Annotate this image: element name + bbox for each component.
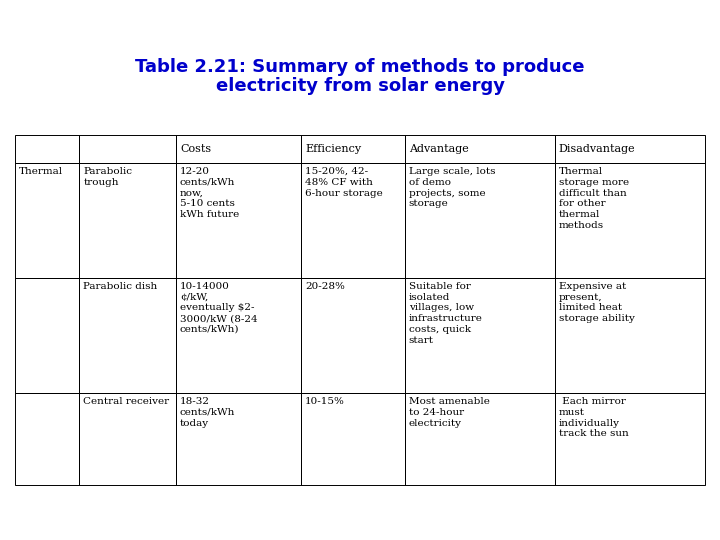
Bar (176, 393, 301, 485)
Bar (176, 135, 301, 163)
Text: Large scale, lots
of demo
projects, some
storage: Large scale, lots of demo projects, some… (409, 167, 495, 208)
Text: Thermal: Thermal (19, 167, 63, 176)
Text: 18-32
cents/kWh
today: 18-32 cents/kWh today (180, 397, 235, 428)
Text: Efficiency: Efficiency (305, 144, 361, 154)
Bar (555, 278, 705, 393)
Bar (79, 278, 176, 393)
Bar (301, 278, 405, 393)
Bar (301, 393, 405, 485)
Bar (15, 163, 79, 278)
Text: Costs: Costs (180, 144, 211, 154)
Text: Expensive at
present,
limited heat
storage ability: Expensive at present, limited heat stora… (559, 282, 635, 323)
Text: Each mirror
must
individually
track the sun: Each mirror must individually track the … (559, 397, 629, 438)
Text: Parabolic
trough: Parabolic trough (84, 167, 132, 187)
Text: 15-20%, 42-
48% CF with
6-hour storage: 15-20%, 42- 48% CF with 6-hour storage (305, 167, 383, 198)
Bar (555, 393, 705, 485)
Text: Central receiver: Central receiver (84, 397, 169, 406)
Bar (555, 163, 705, 278)
Bar (176, 163, 301, 278)
Bar (405, 393, 555, 485)
Text: electricity from solar energy: electricity from solar energy (215, 77, 505, 95)
Text: 12-20
cents/kWh
now,
5-10 cents
kWh future: 12-20 cents/kWh now, 5-10 cents kWh futu… (180, 167, 239, 219)
Bar (405, 163, 555, 278)
Text: Disadvantage: Disadvantage (559, 144, 636, 154)
Bar (555, 135, 705, 163)
Text: Parabolic dish: Parabolic dish (84, 282, 158, 291)
Bar (301, 135, 405, 163)
Bar (79, 135, 176, 163)
Text: 10-15%: 10-15% (305, 397, 345, 406)
Bar (15, 278, 79, 393)
Text: Thermal
storage more
difficult than
for other
thermal
methods: Thermal storage more difficult than for … (559, 167, 629, 229)
Bar (405, 135, 555, 163)
Text: Table 2.21: Summary of methods to produce: Table 2.21: Summary of methods to produc… (135, 58, 585, 76)
Text: 10-14000
¢/kW,
eventually $2-
3000/kW (8-24
cents/kWh): 10-14000 ¢/kW, eventually $2- 3000/kW (8… (180, 282, 258, 334)
Bar (15, 393, 79, 485)
Bar (15, 135, 79, 163)
Bar (79, 393, 176, 485)
Bar (176, 278, 301, 393)
Bar (405, 278, 555, 393)
Text: 20-28%: 20-28% (305, 282, 345, 291)
Text: Advantage: Advantage (409, 144, 469, 154)
Text: Suitable for
isolated
villages, low
infrastructure
costs, quick
start: Suitable for isolated villages, low infr… (409, 282, 482, 345)
Bar (301, 163, 405, 278)
Bar (79, 163, 176, 278)
Text: Most amenable
to 24-hour
electricity: Most amenable to 24-hour electricity (409, 397, 490, 428)
